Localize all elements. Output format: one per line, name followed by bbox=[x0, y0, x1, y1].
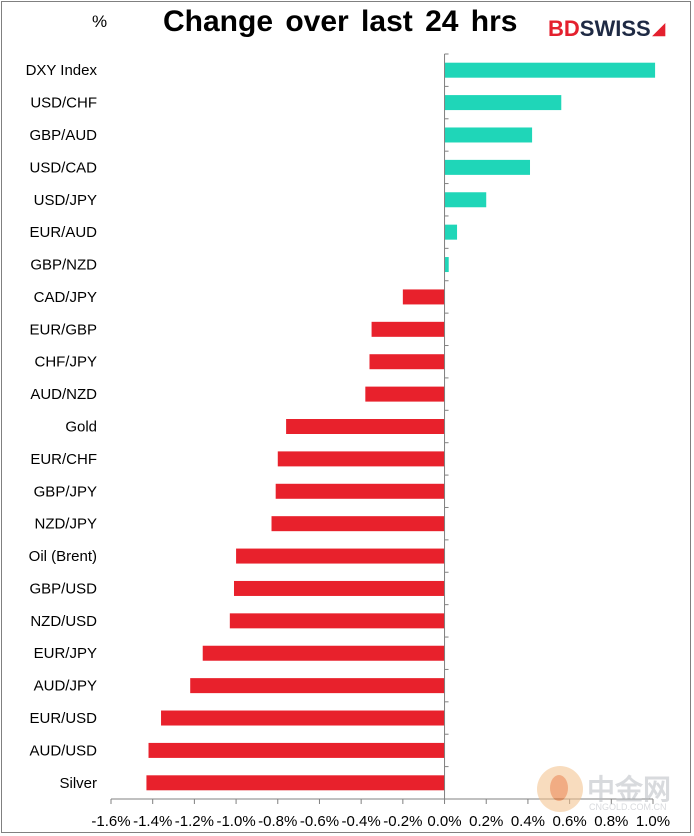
bar bbox=[161, 710, 445, 726]
category-label: EUR/CHF bbox=[30, 451, 97, 468]
bar bbox=[236, 548, 445, 564]
bar bbox=[444, 257, 449, 273]
x-tick-label: -0.8% bbox=[258, 813, 297, 830]
watermark-brand: 中金网 bbox=[587, 774, 672, 805]
bar bbox=[202, 645, 445, 661]
category-label: AUD/JPY bbox=[34, 678, 97, 695]
category-label: CAD/JPY bbox=[34, 289, 97, 306]
x-tick-label: -1.4% bbox=[133, 813, 172, 830]
x-tick-label: -1.0% bbox=[216, 813, 255, 830]
category-label: EUR/GBP bbox=[29, 321, 97, 338]
category-label: DXY Index bbox=[26, 62, 98, 79]
chart-title: Change over last 24 hrs bbox=[163, 5, 518, 38]
watermark-logo-icon bbox=[537, 766, 583, 812]
logo-text-bd: BD bbox=[548, 16, 580, 41]
bar bbox=[233, 580, 445, 596]
category-label: GBP/NZD bbox=[30, 257, 97, 274]
bar bbox=[369, 354, 445, 370]
category-label: EUR/AUD bbox=[29, 224, 97, 241]
category-label: CHF/JPY bbox=[34, 354, 97, 371]
bar bbox=[444, 224, 458, 240]
bar bbox=[402, 289, 445, 305]
bar bbox=[444, 95, 562, 111]
bar bbox=[444, 62, 656, 78]
bar bbox=[146, 775, 445, 791]
bar bbox=[365, 386, 445, 402]
logo-text-swiss: SWISS bbox=[579, 16, 651, 41]
x-tick-label: 0.0% bbox=[427, 813, 461, 830]
category-label: AUD/NZD bbox=[30, 386, 97, 403]
x-tick-label: 0.4% bbox=[511, 813, 545, 830]
category-label: USD/CHF bbox=[30, 95, 97, 112]
category-label: Gold bbox=[65, 419, 97, 436]
category-label: USD/JPY bbox=[34, 192, 97, 209]
logo-mark-icon: ◢ bbox=[652, 21, 665, 38]
bar bbox=[229, 613, 445, 629]
x-tick-label: 0.2% bbox=[469, 813, 503, 830]
brand-logo: BDSWISS ◢ bbox=[548, 16, 665, 42]
bar bbox=[271, 516, 445, 532]
category-label: EUR/USD bbox=[29, 710, 97, 727]
bar bbox=[444, 159, 531, 175]
x-tick-label: 0.8% bbox=[594, 813, 628, 830]
category-label: GBP/AUD bbox=[29, 127, 97, 144]
category-label: Silver bbox=[59, 775, 97, 792]
bar bbox=[444, 192, 487, 208]
x-tick-label: -0.6% bbox=[300, 813, 339, 830]
bar bbox=[148, 742, 445, 758]
x-tick-label: -0.4% bbox=[342, 813, 381, 830]
category-label: Oil (Brent) bbox=[29, 548, 97, 565]
watermark: 中金网 CNGOLD.COM.CN bbox=[537, 766, 687, 816]
category-label: AUD/USD bbox=[29, 742, 97, 759]
category-label: GBP/JPY bbox=[34, 483, 97, 500]
bar bbox=[190, 678, 445, 694]
category-label: NZD/JPY bbox=[34, 516, 97, 533]
x-tick-label: -1.6% bbox=[91, 813, 130, 830]
category-label: NZD/USD bbox=[30, 613, 97, 630]
watermark-domain: CNGOLD.COM.CN bbox=[589, 802, 667, 812]
x-tick-label: 1.0% bbox=[636, 813, 670, 830]
category-label: GBP/USD bbox=[29, 580, 97, 597]
bar bbox=[277, 451, 445, 467]
category-label: EUR/JPY bbox=[34, 645, 97, 662]
x-tick-label: 0.6% bbox=[553, 813, 587, 830]
bar bbox=[444, 127, 533, 143]
bar bbox=[286, 419, 445, 434]
category-label: USD/CAD bbox=[29, 159, 97, 176]
bar bbox=[371, 321, 445, 337]
bar bbox=[275, 483, 445, 499]
x-tick-label: -1.2% bbox=[175, 813, 214, 830]
unit-label: % bbox=[92, 12, 108, 31]
x-tick-label: -0.2% bbox=[383, 813, 422, 830]
